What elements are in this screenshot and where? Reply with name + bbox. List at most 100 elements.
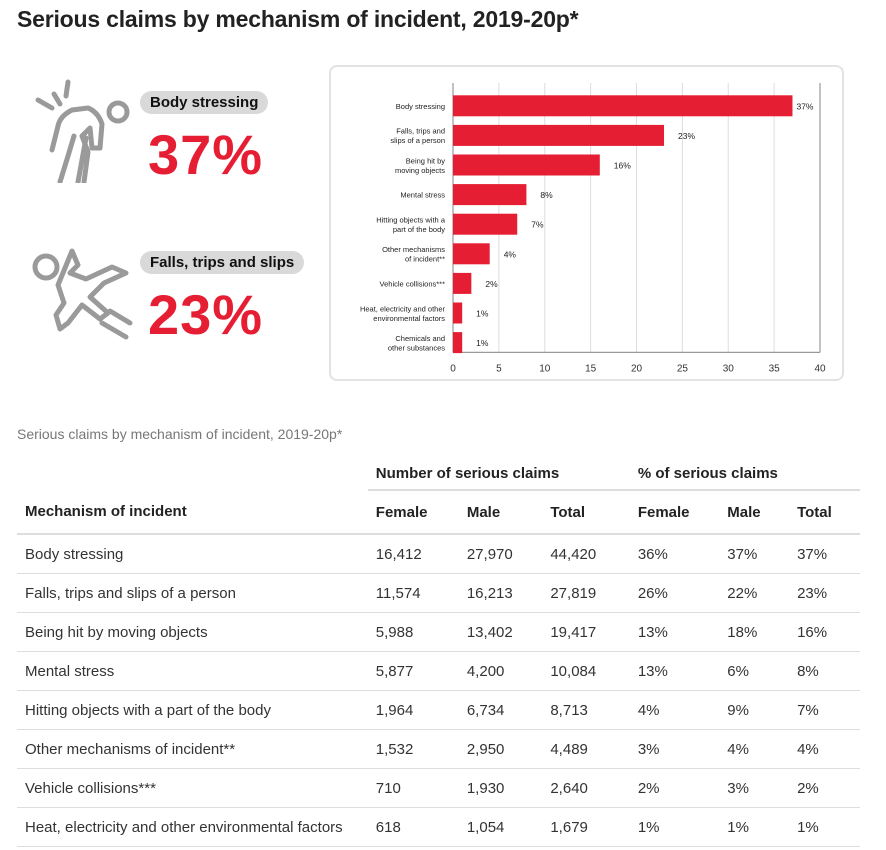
table-cell: 8% [789,651,860,691]
table-cell: 4,200 [458,651,543,691]
data-label: 23% [678,131,695,141]
table-cell: 1% [629,807,720,847]
table-cell: 710 [367,768,459,808]
table-caption: Serious claims by mechanism of incident,… [17,426,343,442]
row-label: Mental stress [17,651,368,691]
table-cell: 4,489 [542,729,630,769]
group-header-number: Number of serious claims [367,457,630,491]
table-cell: 4% [789,729,860,769]
table-cell: 10,084 [542,651,630,691]
table-cell: 44,420 [542,534,630,574]
category-label: Falls, trips and [396,127,445,136]
table-cell: 18% [719,612,790,652]
table-cell: 16% [789,612,860,652]
x-tick-label: 10 [539,363,551,374]
bar [453,95,793,117]
table-row: Vehicle collisions*** 710 1,930 2,640 2% 3% 2% [17,768,860,808]
group-header-percent: % of serious claims [629,457,860,491]
table-row: Hitting objects with a part of the body 1… [17,690,860,730]
table-cell: 5,877 [367,651,459,691]
table-cell: 23% [789,573,860,613]
data-label: 4% [504,249,517,259]
table-row: Mental stress 5,877 4,200 10,084 13% 6% 8% [17,651,860,691]
data-label: 2% [485,279,498,289]
table-cell: 8,713 [542,690,630,730]
row-label: Heat, electricity and other environmenta… [17,807,368,847]
table-row: Falls, trips and slips of a person 11,574… [17,573,860,613]
highlight-falls: Falls, trips and slips 23% [30,245,320,346]
column-header: Male [719,490,790,535]
x-tick-label: 40 [814,363,826,374]
table-cell: 16,213 [458,573,543,613]
table-row: Heat, electricity and other environmenta… [17,807,860,847]
row-label: Being hit by moving objects [17,612,368,652]
highlight-label: Body stressing [140,91,269,114]
x-tick-label: 20 [631,363,643,374]
column-header: Total [789,490,860,535]
table-cell: 1,930 [458,768,543,808]
highlight-value: 37% [148,123,264,186]
data-label: 8% [540,190,553,200]
highlight-body-stressing: Body stressing 37% [30,78,320,188]
category-label: slips of a person [390,136,445,145]
bar [453,154,600,176]
category-label: Mental stress [400,191,445,200]
data-label: 16% [614,161,631,171]
x-tick-label: 5 [496,363,502,374]
highlight-label: Falls, trips and slips [140,251,305,274]
column-header: Male [458,490,543,535]
x-tick-label: 0 [450,363,456,374]
row-label: Other mechanisms of incident** [17,729,368,769]
category-label: environmental factors [373,314,445,323]
table-cell: 27,819 [542,573,630,613]
table-cell: 27,970 [458,534,543,574]
table-group-header: Number of serious claims % of serious cl… [17,457,860,491]
category-label: moving objects [395,166,445,175]
bar [453,213,518,235]
table-cell: 13% [629,651,720,691]
page-title: Serious claims by mechanism of incident,… [17,6,579,32]
row-label: Falls, trips and slips of a person [17,573,368,613]
column-header: Mechanism of incident [17,490,368,535]
table-cell: 1% [789,807,860,847]
table-row: Being hit by moving objects 5,988 13,402 19… [17,612,860,652]
falling-person-icon [32,248,133,340]
table-cell: 22% [719,573,790,613]
table-cell: 1,532 [367,729,459,769]
table-cell: 5,988 [367,612,459,652]
table-cell: 2% [629,768,720,808]
bar [453,272,472,294]
column-header: Female [629,490,720,535]
table-cell: 13% [629,612,720,652]
table-cell: 2,950 [458,729,543,769]
category-label: Hitting objects with a [376,215,446,224]
bar-chart: 0 5 10 15 20 25 30 35 40 Body stressing 37% Falls, … [360,83,826,374]
bar [453,302,463,324]
x-tick-label: 30 [723,363,735,374]
table-cell: 7% [789,690,860,730]
x-tick-label: 25 [677,363,689,374]
category-label: Body stressing [396,102,445,111]
bar [453,184,527,206]
column-header: Female [367,490,459,535]
category-label: Chemicals and [395,334,445,343]
category-label: of incident** [405,255,445,264]
bar-chart-card: 0 5 10 15 20 25 30 35 40 Body stressing 37% Falls, … [329,65,844,381]
claims-table: Number of serious claims % of serious cl… [17,457,860,847]
empty-header [17,457,368,490]
table-cell: 37% [789,534,860,574]
category-label: Heat, electricity and other [360,304,446,313]
table-cell: 2% [789,768,860,808]
table-cell: 37% [719,534,790,574]
data-label: 1% [476,338,489,348]
table-cell: 1,679 [542,807,630,847]
table-cell: 19,417 [542,612,630,652]
table-cell: 6,734 [458,690,543,730]
table-cell: 9% [719,690,790,730]
row-label: Hitting objects with a part of the body [17,690,368,730]
table-cell: 1,964 [367,690,459,730]
body-stressing-icon [35,79,130,183]
row-label: Body stressing [17,534,368,574]
table-cell: 1% [719,807,790,847]
category-label: Other mechanisms [382,245,445,254]
